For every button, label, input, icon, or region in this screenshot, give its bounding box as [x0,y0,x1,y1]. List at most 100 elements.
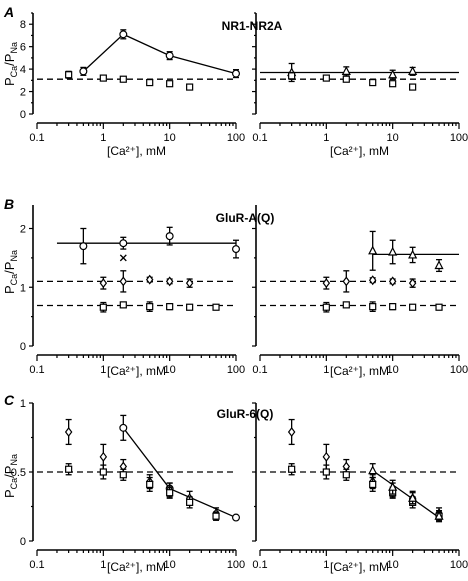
series-triangle [368,463,444,523]
data-point-triangle [368,465,378,475]
y-axis-label: PCa/PNa [2,454,19,498]
data-point-diamond [322,451,331,462]
series-circle [119,414,241,522]
data-point-square [369,78,377,87]
data-point-triangle [388,481,398,491]
x-axis-label: [Ca²⁺], mM [330,560,389,574]
data-point-square [409,83,417,91]
data-point-square [119,301,127,309]
x-tick-label: 0.1 [252,364,267,376]
x-axis-label: [Ca²⁺], mM [107,144,166,158]
x-tick-label: 100 [227,364,245,376]
data-point-square [322,74,330,82]
panel-a: A NR1-NR2A PCa/PNa 0 2 4 6 8 0.1 1 10 100 [Ca²⁺], mM… [2,4,468,158]
data-point-diamond [342,276,351,287]
y-tick-label: 1 [20,282,26,294]
data-point-circle [232,245,241,254]
y-tick-label: 0.5 [11,467,26,479]
data-point-square [99,74,107,82]
chart-a-1: 0 2 4 6 8 0.1 1 10 100 [Ca²⁺], mM [20,12,245,158]
x-axis-label: [Ca²⁺], mM [330,144,389,158]
data-point-square [146,480,154,489]
data-point-square [166,489,174,497]
data-point-triangle [388,69,398,79]
data-point-diamond [119,276,128,287]
x-tick-label: 0.1 [29,559,44,571]
data-point-triangle [408,492,418,502]
series-square [65,463,220,521]
y-axis-label: PCa/PNa [2,250,19,294]
data-point-square [99,303,107,311]
data-point-square [166,303,174,311]
data-point-square [146,78,154,87]
data-point-square [369,480,377,489]
data-point-triangle [408,249,418,259]
data-point-square [119,471,127,479]
y-tick-label: 4 [20,64,26,76]
panel-title: NR1-NR2A [222,19,283,33]
data-point-triangle [388,246,398,256]
y-axis-label: PCa/PNa [2,42,19,86]
data-point-diamond [165,276,174,287]
series-line [82,33,237,75]
x-tick-label: 1 [323,364,329,376]
x-tick-label: 1 [100,559,106,571]
data-point-diamond [388,276,397,287]
x-tick-label: 10 [387,559,399,571]
series-x [119,254,127,262]
y-tick-label: 0 [20,109,26,121]
data-point-square [146,303,154,311]
data-point-square [369,303,377,311]
data-point-diamond [99,278,108,289]
data-point-circle [119,239,128,248]
fit-line [372,470,440,519]
data-point-square [409,303,417,311]
series-circle [79,226,241,265]
data-point-square [389,80,397,88]
chart-b-1: 0 1 2 0.1 1 10 100 [Ca²⁺], mM [20,205,245,378]
y-tick-label: 0 [20,536,26,548]
data-point-square [342,471,350,479]
panel-title: GluR-A(Q) [216,211,275,225]
x-tick-label: 0.1 [29,132,44,144]
y-tick-label: 0 [20,341,26,353]
data-point-triangle [434,510,444,520]
x-tick-label: 10 [164,364,176,376]
panel-letter: C [4,392,15,408]
data-point-square [186,303,194,311]
data-point-triangle [434,260,444,270]
x-axis-label: [Ca²⁺], mM [107,560,166,574]
x-tick-label: 0.1 [29,364,44,376]
panel-c: C GluR-6(Q) PCa/PNa 0 0.5 1 0.1 1 10 100 [Ca²⁺], m… [2,392,468,574]
data-point-diamond [145,274,154,285]
data-point-circle [165,51,174,60]
chart-b-2: 0.1 1 10 100 [Ca²⁺], mM [252,205,468,378]
x-tick-label: 10 [164,132,176,144]
data-point-circle [79,67,88,76]
series-square [65,70,194,91]
series-circle [79,29,241,79]
data-point-square [212,303,220,311]
data-point-square [65,71,73,79]
panel-letter: A [3,4,14,20]
data-point-diamond [287,426,296,437]
x-tick-label: 1 [100,132,106,144]
x-tick-label: 100 [450,364,468,376]
data-point-square [389,303,397,311]
x-tick-label: 100 [450,559,468,571]
series-triangle [368,230,444,273]
x-tick-label: 10 [164,559,176,571]
x-axis-label: [Ca²⁺], mM [107,364,166,378]
data-point-circle [232,69,241,78]
data-point-square [212,512,220,520]
data-point-square [322,303,330,311]
data-point-diamond [408,278,417,289]
data-point-diamond [368,275,377,286]
data-point-triangle [341,66,351,75]
x-tick-label: 100 [227,132,245,144]
y-tick-label: 8 [20,19,26,31]
data-point-diamond [185,278,194,289]
data-point-circle [119,423,128,432]
x-tick-label: 0.1 [252,132,267,144]
